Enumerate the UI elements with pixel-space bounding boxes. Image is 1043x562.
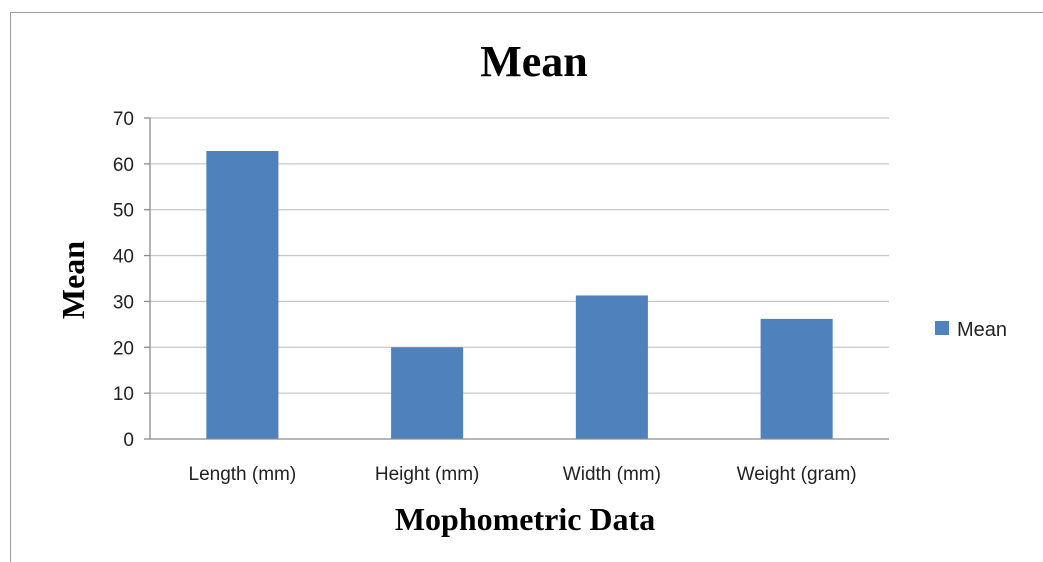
y-tick-labels: 0 10 20 30 40 50 60 70	[113, 109, 134, 451]
x-category-label: Length (mm)	[189, 464, 297, 485]
bar	[206, 151, 279, 439]
legend: Mean	[935, 319, 1007, 341]
bars	[206, 151, 833, 439]
y-tick-label: 0	[123, 430, 134, 451]
y-tick-label: 40	[113, 247, 134, 268]
bar	[575, 295, 648, 439]
chart-title: Mean	[480, 37, 588, 86]
axes	[149, 118, 889, 440]
bar	[760, 318, 833, 439]
y-tick-label: 60	[113, 155, 134, 176]
y-axis-title: Mean	[55, 241, 91, 319]
legend-swatch	[935, 321, 949, 335]
legend-label: Mean	[957, 319, 1007, 341]
x-category-labels: Length (mm) Height (mm) Width (mm) Weight (…	[189, 464, 857, 485]
bar	[391, 347, 464, 439]
x-axis-title: Mophometric Data	[395, 501, 655, 537]
y-tick-label: 70	[113, 109, 134, 130]
y-tick-label: 20	[113, 338, 134, 359]
x-category-label: Weight (gram)	[737, 464, 857, 485]
y-tick-label: 30	[113, 292, 134, 313]
chart-frame	[10, 12, 1043, 562]
y-tick-label: 10	[113, 384, 134, 405]
x-category-label: Height (mm)	[375, 464, 480, 485]
y-tick-label: 50	[113, 201, 134, 222]
x-category-label: Width (mm)	[563, 464, 661, 485]
